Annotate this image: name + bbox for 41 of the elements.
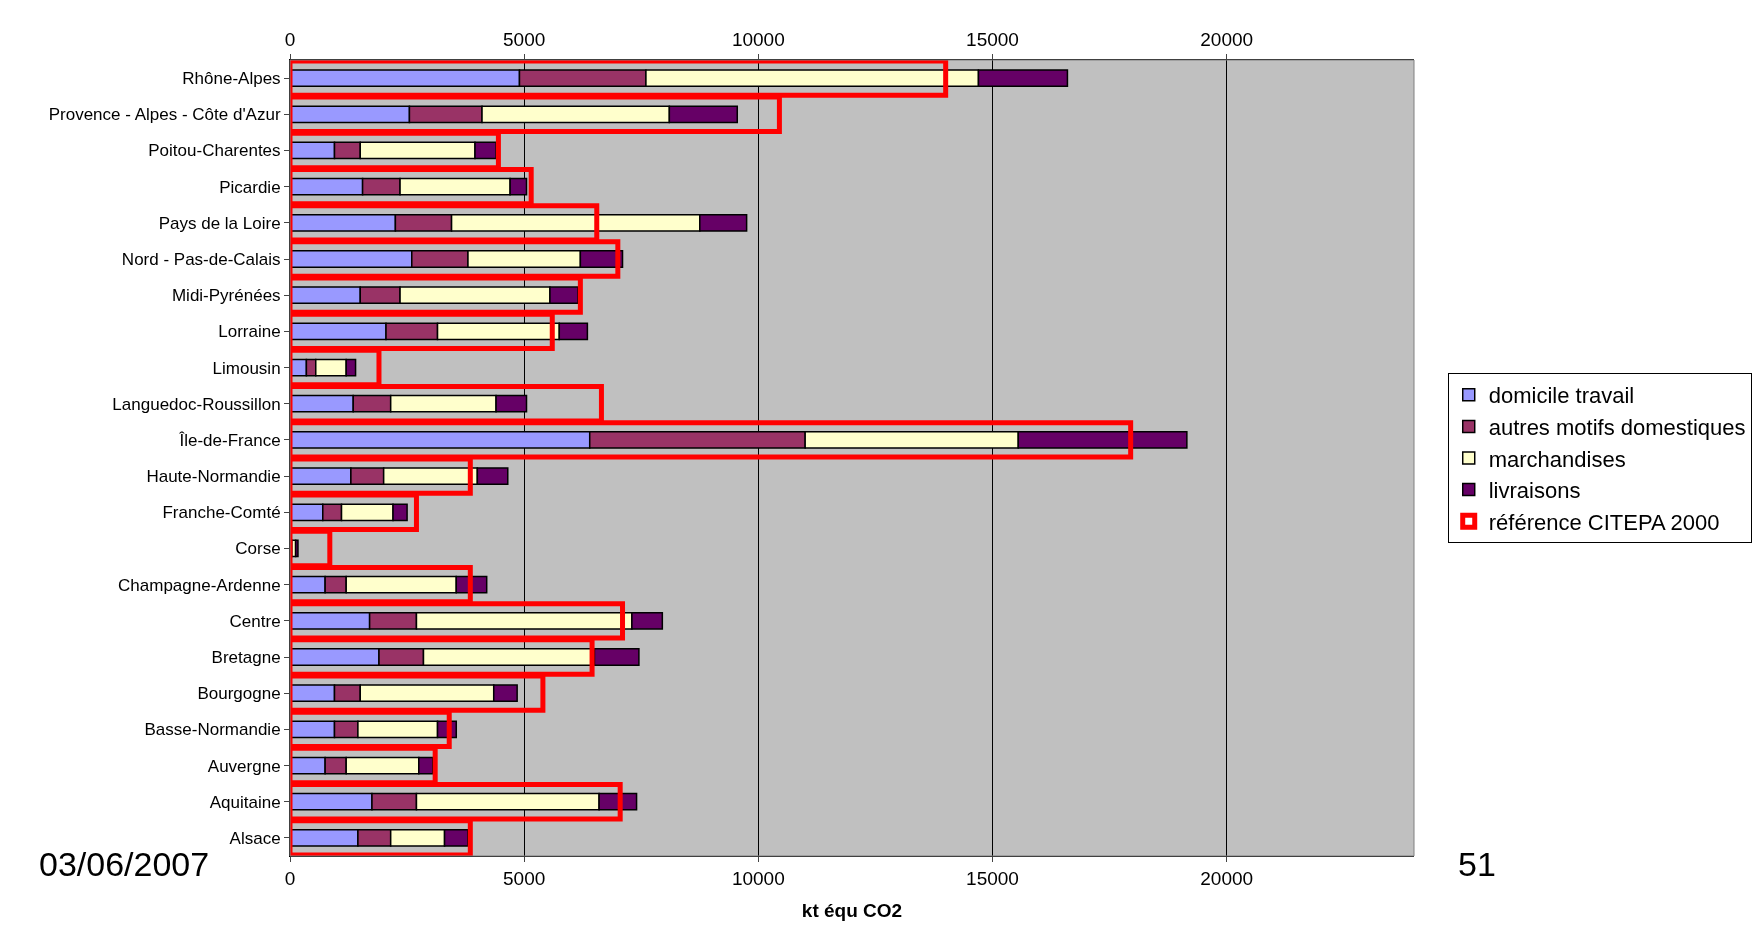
y-tick-label: Limousin — [212, 358, 281, 378]
y-tick-label: Pays de la Loire — [158, 213, 281, 233]
x2-tick-label: 20000 — [1200, 867, 1254, 889]
x-tick-label: 20000 — [1200, 29, 1254, 51]
y-tick-label: Bretagne — [211, 647, 281, 667]
y-tick-label: Provence - Alpes - Côte d'Azur — [48, 105, 281, 125]
x-tick-label: 10000 — [731, 29, 785, 51]
y-tick-label: Languedoc-Roussillon — [112, 394, 281, 414]
x-tick-label: 0 — [284, 29, 296, 51]
y-tick-label: Bourgogne — [197, 684, 281, 704]
legend-label: domicile travail — [1488, 383, 1635, 409]
y-tick-label: Haute-Normandie — [146, 467, 281, 487]
y-tick-label: Auvergne — [207, 756, 281, 776]
x-tick-label: 5000 — [503, 29, 546, 51]
legend-label: référence CITEPA 2000 — [1488, 509, 1720, 535]
y-tick-label: Alsace — [229, 828, 281, 848]
text: 03/06/2007 — [39, 845, 210, 883]
y-tick-label: Basse-Normandie — [144, 720, 281, 740]
x-axis-title: kt équ CO2 — [801, 899, 903, 921]
y-tick-label: Champagne-Ardenne — [118, 575, 281, 595]
y-tick-label: Midi-Pyrénées — [171, 286, 281, 306]
y-tick-label: Corse — [235, 539, 281, 559]
x-tick-label: 15000 — [966, 29, 1019, 51]
y-tick-label: Nord - Pas-de-Calais — [121, 249, 281, 269]
y-tick-label: Poitou-Charentes — [148, 141, 281, 161]
y-tick-label: Franche-Comté — [162, 503, 281, 523]
y-tick-label: Centre — [229, 611, 281, 631]
bar — [593, 648, 640, 666]
x2-tick-label: 5000 — [503, 867, 546, 889]
text: 51 — [1458, 845, 1496, 883]
legend-label: autres motifs domestiques — [1488, 414, 1746, 440]
y-tick-label: Aquitaine — [209, 792, 281, 812]
y-tick-label: Île-de-France — [178, 430, 281, 450]
legend-label: marchandises — [1488, 446, 1626, 472]
legend-label: livraisons — [1488, 478, 1581, 504]
y-tick-label: Picardie — [219, 177, 281, 197]
y-tick-label: Rhône-Alpes — [182, 69, 281, 89]
x2-tick-label: 0 — [284, 867, 296, 889]
y-tick-label: Lorraine — [218, 322, 281, 342]
x2-tick-label: 10000 — [731, 867, 785, 889]
x2-tick-label: 15000 — [966, 867, 1019, 889]
